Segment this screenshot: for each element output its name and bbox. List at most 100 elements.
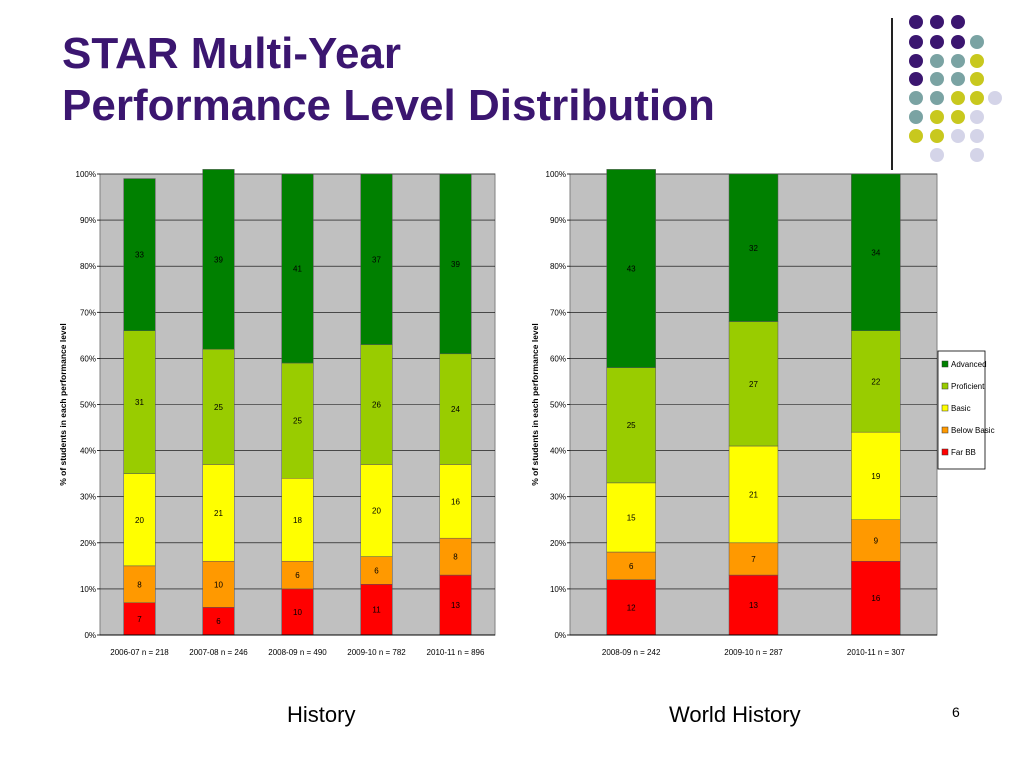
bar-data-label: 19 (871, 472, 880, 481)
decor-dot (930, 110, 944, 124)
page-number: 6 (952, 704, 960, 720)
y-tick-label: 40% (550, 447, 566, 456)
decor-dot (951, 15, 965, 29)
bar-data-label: 26 (372, 401, 381, 410)
bar-data-label: 22 (871, 377, 880, 386)
decor-dot (930, 129, 944, 143)
y-tick-label: 20% (80, 539, 96, 548)
history-caption: History (287, 702, 356, 727)
bar-data-label: 13 (451, 601, 460, 610)
world-history-chart: 0% 10% 20% 30% 40% 50% 60% 70% 80% 90% 100% % of st… (530, 169, 995, 657)
bar-data-label: 21 (749, 490, 758, 499)
y-tick-label: 0% (84, 631, 96, 640)
bar-segment (851, 173, 901, 331)
bar-data-label: 9 (874, 536, 879, 545)
legend-label: Basic (951, 404, 971, 413)
bar-segment (728, 173, 779, 322)
x-tick-label: 2008-09 n = 242 (602, 648, 661, 657)
decor-dot (970, 129, 984, 143)
y-tick-label: 80% (80, 262, 96, 271)
decor-dot (970, 72, 984, 86)
bar-data-label: 18 (293, 516, 302, 525)
x-tick-label: 2010-11 n = 896 (427, 648, 485, 657)
bar-segment (360, 173, 393, 345)
y-tick-label: 20% (550, 539, 566, 548)
y-tick-label: 10% (550, 585, 566, 594)
bar-segment (606, 551, 656, 580)
bar-data-label: 8 (137, 580, 142, 589)
decor-dot (930, 35, 944, 49)
decor-dot (951, 129, 965, 143)
decor-dot (909, 72, 923, 86)
decor-dot (930, 91, 944, 105)
y-tick-label: 70% (80, 308, 96, 317)
bar-segment (728, 321, 779, 447)
decor-dot (909, 35, 923, 49)
decor-dot (930, 15, 944, 29)
bar-segment (360, 464, 393, 557)
bar-data-label: 7 (137, 615, 142, 624)
bar-segment (360, 344, 393, 465)
bar-data-label: 16 (451, 497, 460, 506)
bar-segment (606, 169, 656, 368)
bar-data-label: 43 (627, 265, 636, 274)
bar-data-label: 16 (871, 594, 880, 603)
decor-dot (951, 35, 965, 49)
bar-segment (281, 362, 314, 479)
decor-dot (951, 91, 965, 105)
bar-data-label: 20 (372, 507, 381, 516)
legend-label: Below Basic (951, 426, 995, 435)
y-tick-label: 60% (80, 354, 96, 363)
y-tick-label: 100% (546, 170, 566, 179)
bar-data-label: 7 (751, 555, 756, 564)
bar-data-label: 39 (214, 255, 223, 264)
bar-segment (202, 169, 235, 350)
decor-dot (970, 148, 984, 162)
bar-segment (606, 482, 656, 553)
decor-dot (930, 54, 944, 68)
y-tick-label: 30% (80, 493, 96, 502)
bar-data-label: 20 (135, 516, 144, 525)
decor-dot (970, 35, 984, 49)
bar-segment (851, 330, 901, 433)
bar-segment (123, 473, 156, 567)
bar-segment (851, 519, 901, 562)
x-tick-label: 2009-10 n = 782 (347, 648, 406, 657)
decor-dot (930, 148, 944, 162)
decor-dot (930, 72, 944, 86)
bar-data-label: 12 (627, 603, 636, 612)
bar-data-label: 27 (749, 380, 758, 389)
decorative-dot-grid (909, 15, 1002, 162)
y-tick-label: 0% (554, 631, 566, 640)
bar-data-label: 39 (451, 260, 460, 269)
legend-swatch (941, 360, 949, 368)
slide-title-line-1: STAR Multi-Year (62, 29, 402, 78)
bar-segment (123, 565, 156, 603)
legend-swatch (941, 382, 949, 390)
history-chart: 0% 10% 20% 30% 40% 50% 60% 70% 80% 90% 100% % of st… (58, 169, 496, 657)
bar-segment (123, 178, 156, 331)
decor-dot (909, 110, 923, 124)
slide-title-line-2: Performance Level Distribution (62, 81, 715, 130)
bar-data-label: 6 (629, 562, 634, 571)
bar-data-label: 25 (214, 403, 223, 412)
bar-segment (202, 560, 235, 608)
bar-segment (439, 574, 472, 636)
bar-segment (439, 464, 472, 539)
bar-segment (123, 602, 156, 636)
legend-swatch (941, 404, 949, 412)
legend-label: Proficient (951, 382, 985, 391)
y-tick-label: 10% (80, 585, 96, 594)
decor-dot (951, 110, 965, 124)
y-tick-label: 50% (80, 401, 96, 410)
bar-data-label: 24 (451, 405, 460, 414)
x-tick-label: 2006-07 n = 218 (110, 648, 169, 657)
decor-dot (909, 91, 923, 105)
decor-dot (951, 54, 965, 68)
y-tick-label: 90% (550, 216, 566, 225)
bar-segment (728, 445, 779, 544)
bar-segment (281, 173, 314, 364)
decor-dot (909, 15, 923, 29)
decor-dot (970, 54, 984, 68)
decor-dot (951, 72, 965, 86)
